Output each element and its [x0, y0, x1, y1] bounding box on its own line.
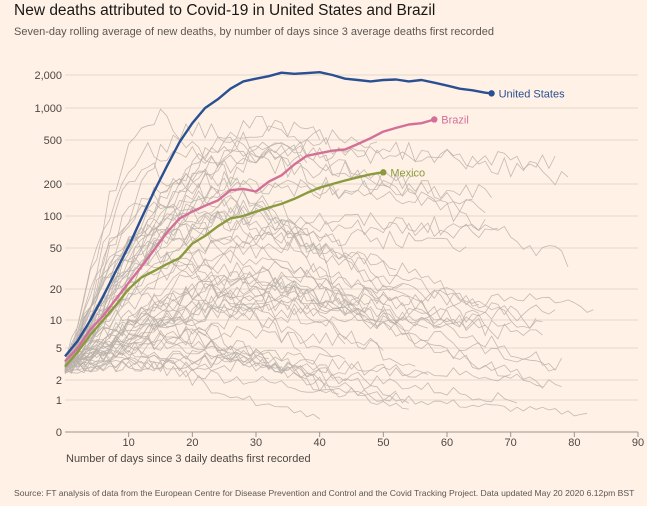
- series-label: Brazil: [441, 114, 469, 126]
- y-tick-label: 5: [56, 343, 62, 355]
- other-country-line: [64, 228, 467, 370]
- other-country-line: [64, 144, 556, 372]
- series-label: Mexico: [390, 167, 425, 179]
- other-country-line: [64, 359, 320, 420]
- chart-subtitle: Seven-day rolling average of new deaths,…: [14, 26, 494, 38]
- y-tick-label: 2: [56, 375, 62, 387]
- other-country-line: [64, 290, 301, 374]
- x-tick-label: 80: [568, 437, 580, 449]
- other-country-line: [64, 276, 339, 395]
- other-country-line: [64, 271, 556, 372]
- y-tick-label: 2,000: [34, 70, 62, 82]
- other-country-line: [64, 228, 212, 371]
- other-country-line: [64, 283, 594, 369]
- x-tick-label: 90: [632, 437, 644, 449]
- other-country-line: [64, 355, 429, 377]
- x-tick-label: 60: [441, 437, 453, 449]
- series-end-point: [380, 169, 387, 176]
- series-line-united-states: [64, 70, 492, 358]
- other-country-line: [64, 276, 511, 364]
- other-country-line: [64, 353, 238, 373]
- other-country-line: [64, 276, 543, 388]
- chart-title: New deaths attributed to Covid-19 in Uni…: [14, 2, 436, 19]
- highlighted-series-lines: United States Brazil Mexico: [64, 70, 566, 368]
- other-country-line: [64, 162, 403, 367]
- other-country-line: [64, 224, 486, 369]
- other-country-line: [64, 330, 327, 389]
- y-tick-label: 1: [56, 395, 62, 407]
- y-tick-label: 100: [44, 211, 62, 223]
- y-tick-label: 200: [44, 179, 62, 191]
- other-country-line: [64, 338, 397, 397]
- x-tick-label: 30: [250, 437, 262, 449]
- tick-labels: 0 1 2 5 10 20 50 100 200 500 1,000 2,000 10 20 30 40 50 6…: [34, 70, 644, 449]
- y-tick-label: 0: [56, 427, 62, 439]
- other-country-line: [64, 178, 492, 371]
- y-tick-label: 50: [50, 243, 62, 255]
- other-country-line: [64, 125, 569, 363]
- other-country-line: [64, 260, 479, 368]
- y-tick-label: 10: [50, 315, 62, 327]
- y-tick-label: 20: [50, 284, 62, 296]
- series-line-brazil: [64, 118, 435, 363]
- other-country-line: [64, 172, 486, 366]
- series-label: United States: [499, 88, 566, 100]
- series-end-point: [431, 116, 438, 123]
- other-country-line: [64, 307, 543, 374]
- x-tick-label: 50: [377, 437, 389, 449]
- other-country-line: [64, 199, 441, 371]
- other-country-line: [64, 141, 416, 363]
- other-country-line: [64, 269, 562, 371]
- y-tick-label: 1,000: [34, 103, 62, 115]
- x-tick-label: 70: [505, 437, 517, 449]
- source-note: Source: FT analysis of data from the Eur…: [14, 488, 635, 498]
- other-country-line: [64, 359, 588, 417]
- series-end-point: [488, 90, 495, 97]
- other-country-lines: [64, 108, 594, 420]
- series-line-mexico: [64, 171, 384, 368]
- other-country-line: [64, 267, 562, 389]
- other-country-line: [64, 257, 301, 366]
- y-tick-label: 500: [44, 135, 62, 147]
- other-country-line: [64, 348, 511, 382]
- grid-layer: [65, 74, 639, 437]
- other-country-line: [64, 186, 543, 367]
- other-country-line: [64, 325, 384, 373]
- x-axis-label: Number of days since 3 daily deaths firs…: [66, 453, 311, 465]
- other-country-line: [64, 295, 479, 364]
- x-tick-label: 40: [314, 437, 326, 449]
- other-country-line: [64, 235, 333, 365]
- other-country-line: [64, 108, 308, 362]
- other-country-line: [64, 302, 556, 372]
- x-tick-label: 10: [123, 437, 135, 449]
- other-country-line: [64, 121, 473, 365]
- other-country-line: [64, 313, 410, 404]
- other-country-line: [64, 194, 327, 374]
- other-country-line: [64, 211, 403, 373]
- other-country-line: [64, 334, 346, 372]
- other-country-line: [64, 281, 346, 372]
- x-tick-label: 20: [186, 437, 198, 449]
- other-country-line: [64, 201, 486, 363]
- chart-svg: United States Brazil Mexico 0 1 2 5 10 20 50 100 2…: [34, 70, 644, 465]
- other-country-line: [64, 293, 416, 367]
